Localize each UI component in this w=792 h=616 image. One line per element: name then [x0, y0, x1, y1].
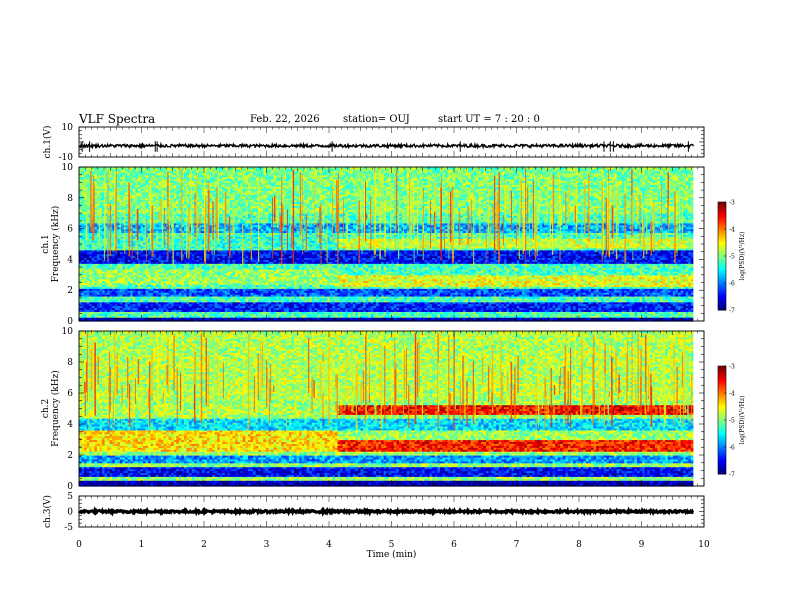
x-tick-label: 1 [139, 540, 145, 550]
x-tick-label: 7 [514, 540, 520, 550]
y-tick-label: 10 [62, 123, 74, 133]
y-tick-label: 10 [62, 327, 74, 337]
y-tick-label: 5 [67, 492, 73, 502]
y-tick-label: -5 [64, 523, 73, 533]
x-tick-label: 3 [264, 540, 270, 550]
start-time-label: start UT = 7 : 20 : 0 [438, 114, 540, 125]
y-tick-label: 8 [67, 358, 73, 368]
colorbar-tick: -4 [729, 227, 735, 234]
waveform-0 [79, 144, 693, 147]
y-axis-label: ch.1(V) [42, 126, 53, 159]
colorbar-tick: -7 [729, 472, 735, 479]
colorbar-tick: -5 [729, 254, 735, 261]
waveform-3 [79, 510, 693, 512]
y-axis-label: ch.2 [41, 399, 51, 418]
x-tick-label: 9 [639, 540, 645, 550]
colorbar-label: log(PSD)(V²/Hz) [739, 396, 746, 445]
y-tick-label: 2 [67, 451, 73, 461]
figure-title: VLF Spectra [79, 112, 155, 126]
colorbar-tick: -7 [729, 308, 735, 315]
y-tick-label: 4 [67, 420, 73, 430]
x-tick-label: 10 [698, 540, 710, 550]
spectrogram-2 [79, 331, 704, 487]
y-tick-label: 0 [67, 317, 73, 327]
y-axis-label: ch.3(V) [42, 495, 53, 528]
colorbar-tick: -3 [729, 200, 735, 207]
colorbar-label: log(PSD)(V²/Hz) [739, 232, 746, 281]
colorbar-2 [718, 366, 726, 475]
colorbar-tick: -5 [729, 418, 735, 425]
y-axis-label: Frequency (kHz) [50, 370, 61, 447]
x-tick-label: 2 [201, 540, 207, 550]
y-tick-label: 4 [67, 255, 73, 265]
colorbar-1 [718, 202, 726, 311]
x-axis-label: Time (min) [367, 549, 417, 560]
x-tick-label: 4 [326, 540, 332, 550]
x-tick-label: 5 [389, 540, 395, 550]
y-tick-label: 6 [67, 225, 73, 235]
station-label: station= OUJ [343, 114, 410, 125]
colorbar-tick: -6 [729, 281, 735, 288]
colorbar-tick: -4 [729, 391, 735, 398]
y-tick-label: -10 [59, 153, 74, 163]
colorbar-tick: -3 [729, 364, 735, 371]
spectrogram-1 [79, 167, 704, 322]
date-label: Feb. 22, 2026 [250, 114, 320, 125]
y-tick-label: 10 [62, 163, 74, 173]
y-tick-label: 2 [67, 286, 73, 296]
y-tick-label: 6 [67, 389, 73, 399]
x-tick-label: 0 [76, 540, 82, 550]
y-tick-label: 0 [67, 482, 73, 492]
y-tick-label: 0 [67, 508, 73, 518]
y-axis-label: Frequency (kHz) [50, 206, 61, 283]
y-axis-label: ch.1 [41, 234, 51, 253]
x-tick-label: 8 [576, 540, 582, 550]
x-tick-label: 6 [451, 540, 457, 550]
colorbar-tick: -6 [729, 445, 735, 452]
y-tick-label: 8 [67, 194, 73, 204]
